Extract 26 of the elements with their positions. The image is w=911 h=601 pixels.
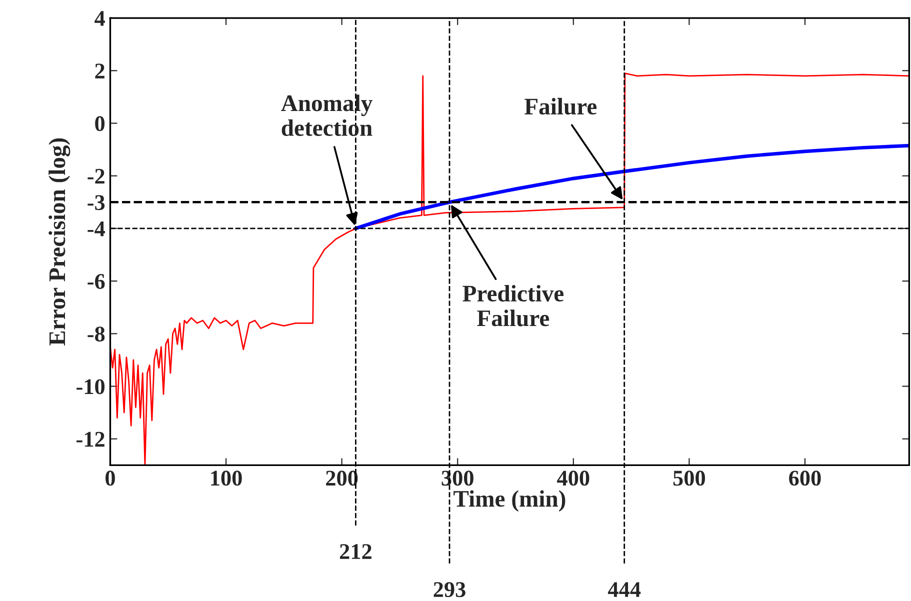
annotation: Predictive Failure [462,284,564,326]
y-tick-label: -3 [88,195,105,210]
y-tick-label: -2 [88,168,104,184]
x-tick-label: 300 [442,470,474,486]
line-series [354,144,910,230]
y-tick-label: 0 [95,116,105,132]
ref-line-label: 212 [340,544,372,559]
ref-line-label: 293 [434,582,466,598]
annotation: Anomaly detection [281,94,372,136]
x-tick-label: 600 [789,470,821,486]
x-axis-title: Time (min) [454,490,566,512]
x-tick-label: 100 [211,470,242,486]
y-tick-label: 4 [94,11,105,26]
ref-line-label: 444 [608,582,641,597]
y-tick-label: -8 [88,326,105,342]
x-tick-label: 200 [326,470,358,486]
y-tick-label: 2 [95,64,104,78]
y-tick-label: -6 [88,274,105,289]
y-tick-label: -10 [76,379,105,394]
y-tick-label: -4 [88,222,105,236]
annotation: Failure [524,98,597,115]
y-axis-title: Error Precision (log) [48,138,70,346]
y-tick-label: -12 [76,432,104,447]
x-tick-label: 500 [673,470,705,486]
x-tick-label: 0 [106,470,115,486]
x-tick-label: 400 [557,470,590,486]
